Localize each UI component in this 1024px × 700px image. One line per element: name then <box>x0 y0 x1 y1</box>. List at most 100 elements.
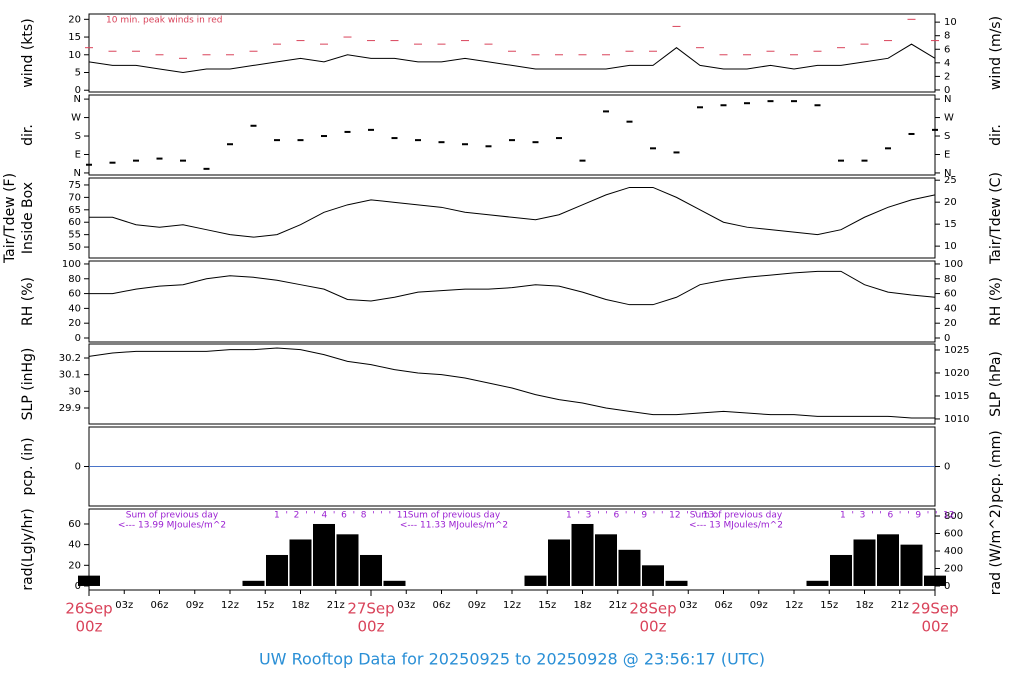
series-line <box>89 270 936 306</box>
rad-bar <box>289 539 312 586</box>
dir-point <box>838 159 844 162</box>
y-tick-label: 30.2 <box>59 353 81 364</box>
dir-point <box>650 147 656 150</box>
y-tick-label: 65 <box>68 205 81 216</box>
dir-point <box>462 143 468 146</box>
y-tick-label: 55 <box>68 230 81 241</box>
rad-bar <box>595 534 617 586</box>
dir-point <box>415 139 421 142</box>
x-tick-label: 15z <box>256 600 274 611</box>
hour-marks: 1 ' 3 ' ' 6 ' ' 9 ' ' 12 ' ' 13 <box>566 511 714 521</box>
y2-tick-label: 6 <box>944 44 950 55</box>
rad-bar <box>383 580 406 586</box>
dir-point <box>250 124 257 127</box>
y-tick-label: 60 <box>68 519 81 530</box>
dir-point <box>274 139 280 142</box>
x-tick-label: 12z <box>503 600 521 611</box>
x-tick-label: 06z <box>433 600 451 611</box>
daily-sum: Sum of previous day <box>408 511 501 521</box>
y2-tick-label: W <box>944 113 954 124</box>
dir-point <box>932 128 938 131</box>
y2-axis-label: pcp. (mm) <box>988 430 1004 503</box>
dir-point <box>391 137 398 140</box>
y2-tick-label: 20 <box>944 197 957 208</box>
dir-point <box>344 130 351 133</box>
y-tick-label: 60 <box>68 289 81 300</box>
dir-point <box>861 159 868 162</box>
dir-point <box>368 128 374 131</box>
y2-tick-label: 15 <box>944 219 957 230</box>
y2-tick-label: 1015 <box>944 391 969 402</box>
x-tick-label: 21z <box>327 600 345 611</box>
series-line <box>89 186 936 238</box>
y2-tick-label: N <box>944 94 951 105</box>
date-label: 29Sep <box>911 600 958 618</box>
date-sub-label: 00z <box>922 618 949 636</box>
y2-tick-label: 1010 <box>944 414 969 425</box>
panel-frame <box>88 260 936 343</box>
x-tick-label: 21z <box>891 600 909 611</box>
y2-axis-label: wind (m/s) <box>988 16 1004 90</box>
y-tick-label: 0 <box>75 462 81 473</box>
dir-point <box>814 104 821 107</box>
y-tick-label: 20 <box>68 560 81 571</box>
y-tick-label: 0 <box>75 85 81 96</box>
y-axis-label: RH (%) <box>20 277 36 326</box>
date-label: 26Sep <box>65 600 112 618</box>
y-tick-label: 100 <box>62 259 81 270</box>
dir-point <box>438 141 445 144</box>
rad-bar <box>313 523 335 586</box>
y-tick-label: 5 <box>75 68 81 79</box>
dir-point <box>321 135 327 138</box>
x-tick-label: 06z <box>715 600 733 611</box>
dir-point <box>908 132 915 135</box>
y-tick-label: 40 <box>68 303 81 314</box>
dir-point <box>556 137 562 140</box>
y-tick-label: 20 <box>68 14 81 25</box>
dir-point <box>227 143 233 146</box>
x-tick-label: 12z <box>221 600 239 611</box>
panel-frame <box>88 94 936 176</box>
y2-tick-label: 0 <box>944 581 950 592</box>
dir-point <box>180 159 186 162</box>
rad-bar <box>242 580 265 586</box>
y2-tick-label: 40 <box>944 303 957 314</box>
y2-tick-label: 100 <box>944 259 963 270</box>
rad-bar <box>853 539 876 586</box>
rad-bar <box>665 580 688 586</box>
y-tick-label: N <box>74 168 81 179</box>
y2-tick-label: 0 <box>944 333 950 344</box>
dir-point <box>86 163 92 166</box>
x-tick-label: 09z <box>750 600 768 611</box>
y-tick-label: 15 <box>68 32 81 43</box>
dir-point <box>720 104 727 107</box>
y2-tick-label: 600 <box>944 529 963 540</box>
y2-tick-label: 800 <box>944 511 963 522</box>
rad-bar <box>924 575 946 586</box>
y-tick-label: 10 <box>68 50 81 61</box>
rad-bar <box>266 554 288 586</box>
daily-sum: <--- 13.99 MJoules/m^2 <box>118 521 226 531</box>
dir-point <box>297 139 304 142</box>
y2-tick-label: 25 <box>944 175 957 186</box>
y-tick-label: 75 <box>68 180 81 191</box>
y2-tick-label: E <box>944 149 950 160</box>
rad-bar <box>78 575 100 586</box>
y-axis-label: dir. <box>20 124 36 146</box>
daily-sum: Sum of previous day <box>126 511 219 521</box>
dir-point <box>603 110 609 113</box>
y2-tick-label: 200 <box>944 564 963 575</box>
series-line <box>88 43 936 74</box>
x-tick-label: 15z <box>820 600 838 611</box>
dir-point <box>156 157 163 160</box>
rad-bar <box>360 554 382 586</box>
dir-point <box>626 120 633 123</box>
rad-bar <box>900 544 923 586</box>
dir-point <box>133 159 139 162</box>
y2-tick-label: N <box>944 168 951 179</box>
daily-sum: <--- 13 MJoules/m^2 <box>689 521 783 531</box>
y-tick-label: 0 <box>75 581 81 592</box>
y2-axis-label: RH (%) <box>988 277 1004 326</box>
note: 10 min. peak winds in red <box>106 16 223 26</box>
panel-frame <box>88 177 936 259</box>
